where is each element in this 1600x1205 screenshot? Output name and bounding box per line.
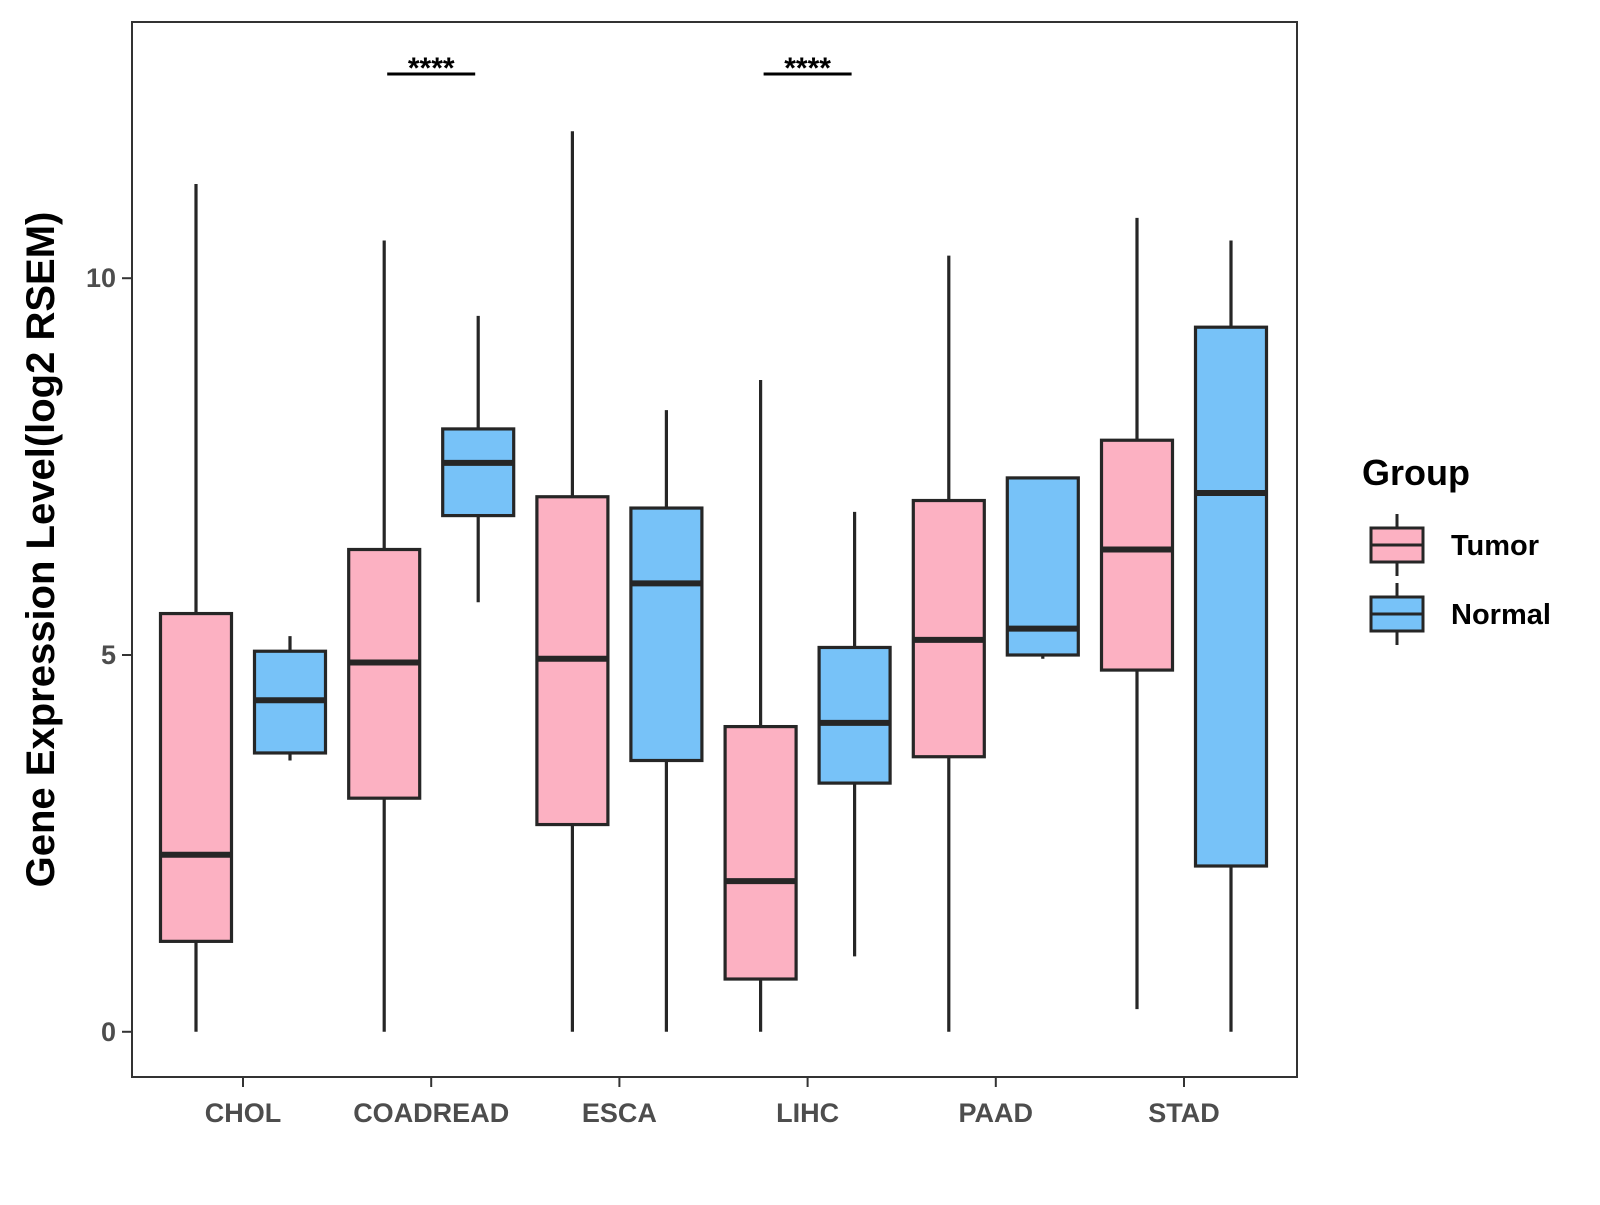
x-tick-label-coadread: COADREAD [353,1098,509,1128]
y-axis-title: Gene Expression Level(log2 RSEM) [19,212,63,888]
box-coadread-normal [441,427,516,518]
box-chol-tumor [158,611,234,943]
y-tick-label-0: 0 [101,1017,116,1047]
x-tick-label-chol: CHOL [205,1098,282,1128]
box-coadread-tumor [347,547,422,800]
box-stad-tumor [1099,438,1175,672]
x-tick-label-stad: STAD [1148,1098,1220,1128]
box-stad-normal [1193,325,1269,868]
legend-label-normal: Normal [1451,599,1551,631]
legend-title: Group [1362,452,1470,493]
x-tick-label-esca: ESCA [582,1098,657,1128]
box-esca-normal [629,506,704,763]
box-lihc-normal [817,645,892,785]
y-tick-label-10: 10 [86,263,116,293]
significance-label-lihc: **** [784,52,831,85]
box-paad-normal [1005,476,1080,657]
legend-label-tumor: Tumor [1451,530,1539,562]
plot-panel-border [131,21,1298,1078]
x-tick-label-lihc: LIHC [776,1098,839,1128]
box-paad-tumor [911,498,986,759]
x-tick-label-paad: PAAD [959,1098,1034,1128]
significance-label-coadread: **** [408,52,455,85]
box-lihc-tumor [723,724,798,981]
y-tick-label-5: 5 [101,640,116,670]
